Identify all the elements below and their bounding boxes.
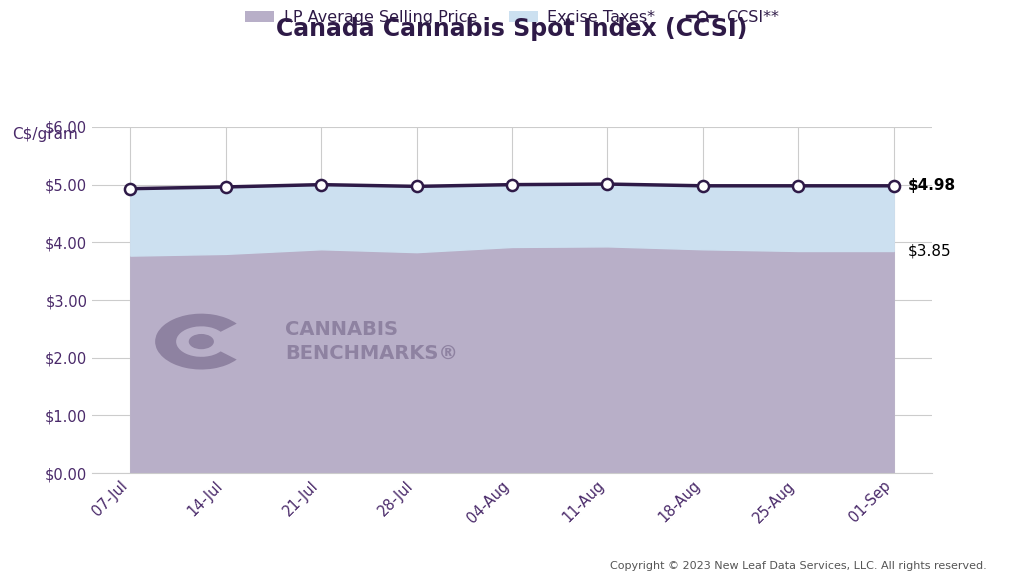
Legend: LP Average Selling Price, Excise Taxes*, CCSI**: LP Average Selling Price, Excise Taxes*,… [239, 3, 785, 31]
Text: Canada Cannabis Spot Index (CCSI): Canada Cannabis Spot Index (CCSI) [276, 17, 748, 42]
Text: Copyright © 2023 New Leaf Data Services, LLC. All rights reserved.: Copyright © 2023 New Leaf Data Services,… [610, 561, 987, 571]
Text: C$/gram: C$/gram [12, 127, 78, 142]
Text: $4.98: $4.98 [907, 178, 955, 193]
Wedge shape [156, 314, 237, 369]
Circle shape [188, 334, 214, 349]
Text: CANNABIS
BENCHMARKS®: CANNABIS BENCHMARKS® [286, 320, 459, 363]
Text: $3.85: $3.85 [907, 243, 951, 258]
